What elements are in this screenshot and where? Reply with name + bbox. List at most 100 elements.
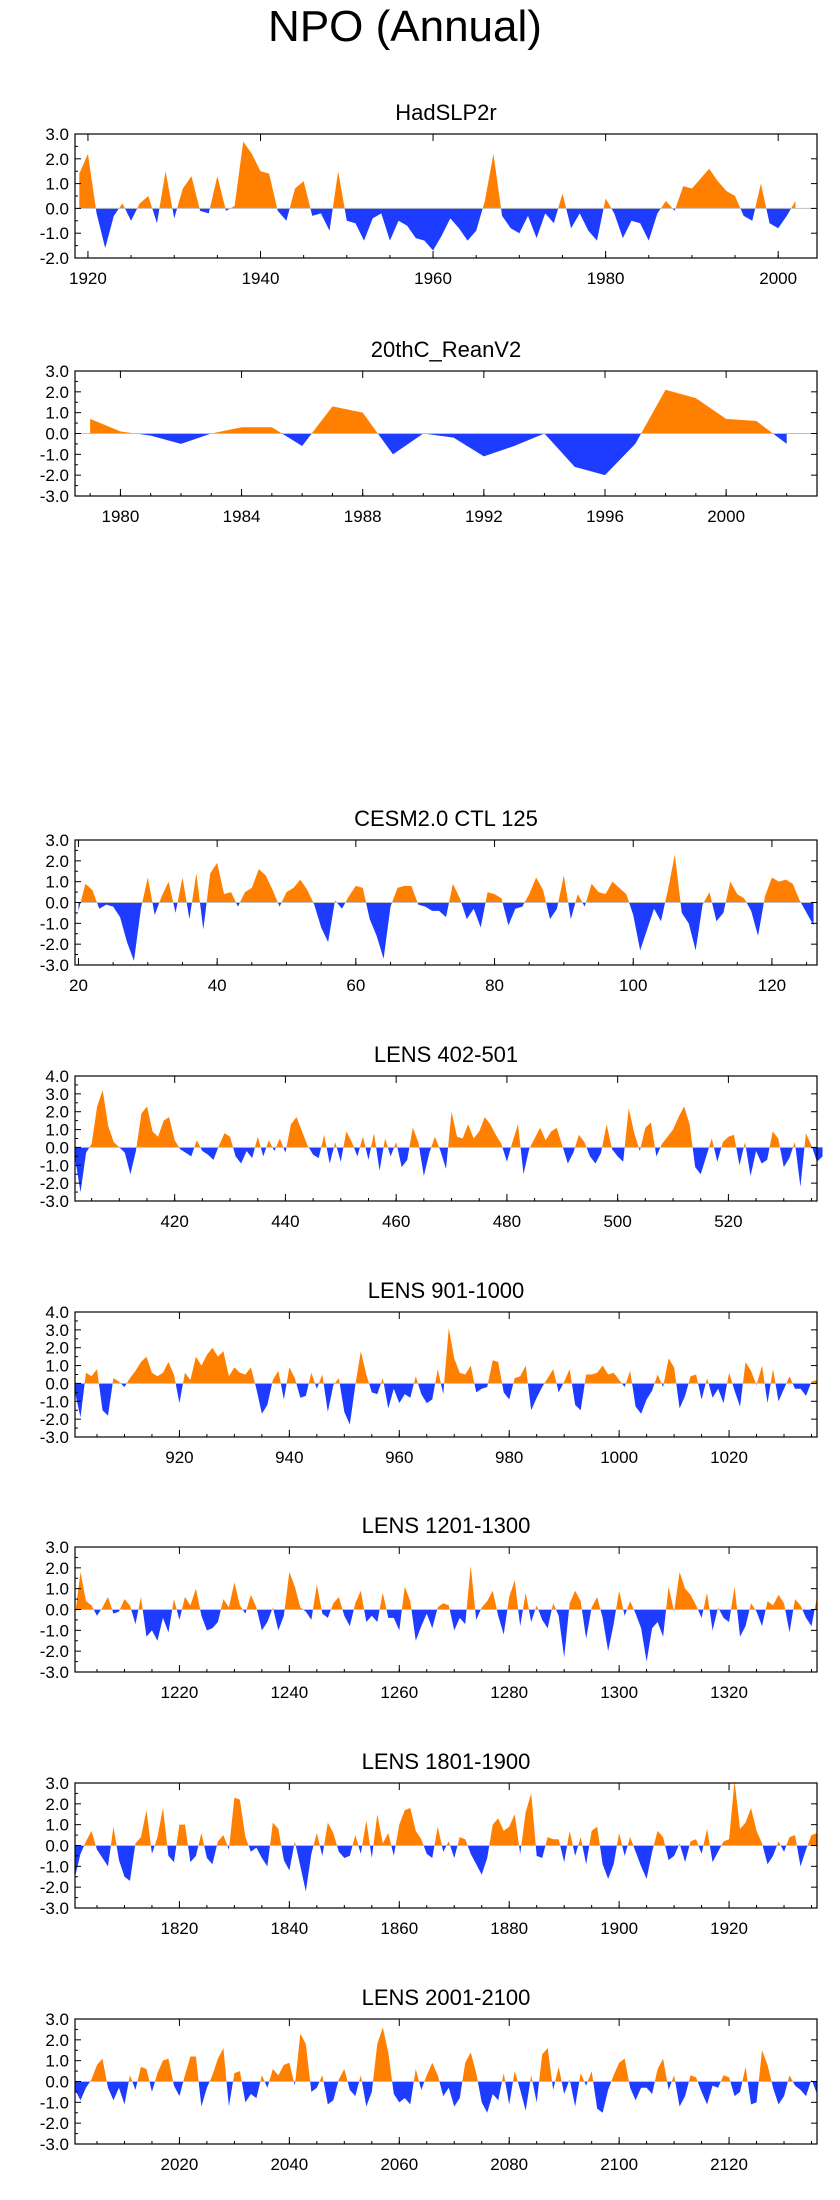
negative-anomaly-area [417, 1383, 436, 1404]
positive-area [84, 1780, 817, 1846]
positive-anomaly-area [810, 2079, 813, 2082]
negative-anomaly-area [800, 902, 814, 926]
negative-anomaly-area [538, 1609, 552, 1629]
negative-anomaly-area [387, 1147, 395, 1157]
positive-anomaly-area [183, 2056, 199, 2082]
positive-anomaly-area [380, 1378, 384, 1384]
positive-anomaly-area [579, 2073, 585, 2082]
x-tick-label: 1240 [270, 1683, 308, 1702]
positive-anomaly-area [758, 2050, 772, 2082]
negative-anomaly-area [326, 1147, 334, 1164]
positive-anomaly-area [558, 875, 569, 903]
positive-anomaly-area [230, 141, 278, 209]
y-tick-label: 0.0 [45, 1374, 69, 1393]
x-tick-label: 2000 [707, 507, 745, 526]
positive-anomaly-area [776, 1841, 781, 1846]
y-tick-label: -2.0 [40, 2114, 69, 2133]
positive-anomaly-area [545, 1837, 561, 1846]
positive-anomaly-area [266, 1140, 273, 1148]
y-tick-label: -1.0 [40, 2093, 69, 2112]
negative-anomaly-area [383, 1383, 414, 1409]
positive-anomaly-area [137, 196, 153, 209]
x-tick-label: 980 [495, 1448, 523, 1467]
positive-anomaly-area [333, 1142, 337, 1148]
y-tick-label: 3.0 [45, 2010, 69, 2029]
negative-anomaly-area [546, 902, 559, 920]
negative-anomaly-area [95, 1845, 111, 1867]
positive-anomaly-area [229, 1797, 249, 1846]
y-tick-label: 0.0 [45, 894, 69, 913]
negative-anomaly-area [116, 1845, 136, 1881]
positive-anomaly-area [401, 1586, 412, 1610]
positive-anomaly-area [321, 1134, 327, 1148]
negative-anomaly-area [277, 208, 290, 221]
positive-anomaly-area [435, 1369, 441, 1384]
positive-anomaly-area [448, 1111, 503, 1148]
x-tick-label: 1840 [270, 1919, 308, 1938]
negative-anomaly-area [358, 1845, 363, 1854]
negative-anomaly-area [477, 2081, 503, 2113]
positive-anomaly-area [522, 1592, 529, 1610]
y-tick-label: -2.0 [40, 1174, 69, 1193]
y-tick-label: 1.0 [45, 175, 69, 194]
positive-anomaly-area [575, 894, 583, 903]
positive-anomaly-area [176, 1824, 188, 1846]
positive-anomaly-area [332, 171, 345, 209]
positive-anomaly-area [602, 1124, 612, 1148]
positive-area [84, 1328, 817, 1384]
positive-anomaly-area [462, 2052, 478, 2082]
x-tick-label: 1900 [600, 1919, 638, 1938]
positive-anomaly-area [182, 1347, 255, 1384]
y-tick-label: 3.0 [45, 1538, 69, 1557]
positive-area [75, 1565, 817, 1610]
positive-anomaly-area [743, 1142, 746, 1148]
positive-anomaly-area [535, 1605, 539, 1610]
y-tick-label: 1.0 [45, 873, 69, 892]
positive-anomaly-area [482, 153, 502, 209]
negative-anomaly-area [241, 2081, 261, 2103]
negative-anomaly-area [273, 1609, 285, 1631]
chart-title: LENS 1201-1300 [362, 1513, 531, 1538]
negative-anomaly-area [361, 2081, 373, 2107]
x-tick-label: 2020 [161, 2155, 199, 2174]
negative-anomaly-area [730, 2081, 743, 2097]
y-tick-label: -3.0 [40, 1428, 69, 1447]
x-tick-label: 520 [714, 1212, 742, 1231]
positive-anomaly-area [555, 2066, 562, 2082]
negative-anomaly-area [496, 1609, 508, 1635]
x-tick-label: 40 [208, 976, 227, 995]
negative-anomaly-area [132, 2081, 138, 2090]
negative-anomaly-area [621, 1383, 626, 1387]
negative-anomaly-area [792, 1383, 811, 1396]
chart-panel-6: LENS 1201-1300 3.0 2.0 1.0 0.0-1.0 -2.0 -3.0 12… [40, 1513, 818, 1702]
negative-anomaly-area [369, 1845, 374, 1858]
positive-anomaly-area [112, 1378, 121, 1384]
positive-anomaly-area [591, 1597, 601, 1610]
positive-anomaly-area [810, 1379, 817, 1384]
positive-anomaly-area [90, 418, 136, 434]
x-tick-label: 460 [382, 1212, 410, 1231]
negative-area [75, 1609, 815, 1662]
chart-panel-7: LENS 1801-1900 3.0 2.0 1.0 0.0-1.0 -2.0 -3.0 18… [40, 1749, 818, 1938]
positive-anomaly-area [626, 1601, 634, 1610]
positive-anomaly-area [246, 1594, 257, 1610]
negative-anomaly-area [792, 2081, 811, 2097]
positive-anomaly-area [791, 200, 796, 209]
positive-anomaly-area [769, 1131, 780, 1148]
positive-anomaly-area [84, 1369, 99, 1384]
negative-anomaly-area [764, 1383, 771, 1404]
negative-anomaly-area [339, 1383, 356, 1425]
negative-anomaly-area [173, 2081, 184, 2097]
positive-anomaly-area [444, 1328, 475, 1384]
negative-anomaly-area [698, 1845, 704, 1854]
negative-anomaly-area [785, 1609, 794, 1633]
negative-anomaly-area [737, 1609, 750, 1637]
negative-anomaly-area [186, 902, 192, 920]
negative-anomaly-area [762, 1845, 777, 1865]
positive-anomaly-area [480, 1590, 497, 1610]
chart-title: LENS 402-501 [374, 1042, 518, 1067]
negative-anomaly-area [423, 1845, 435, 1858]
negative-anomaly-area [461, 902, 486, 928]
negative-anomaly-area [364, 1609, 380, 1622]
